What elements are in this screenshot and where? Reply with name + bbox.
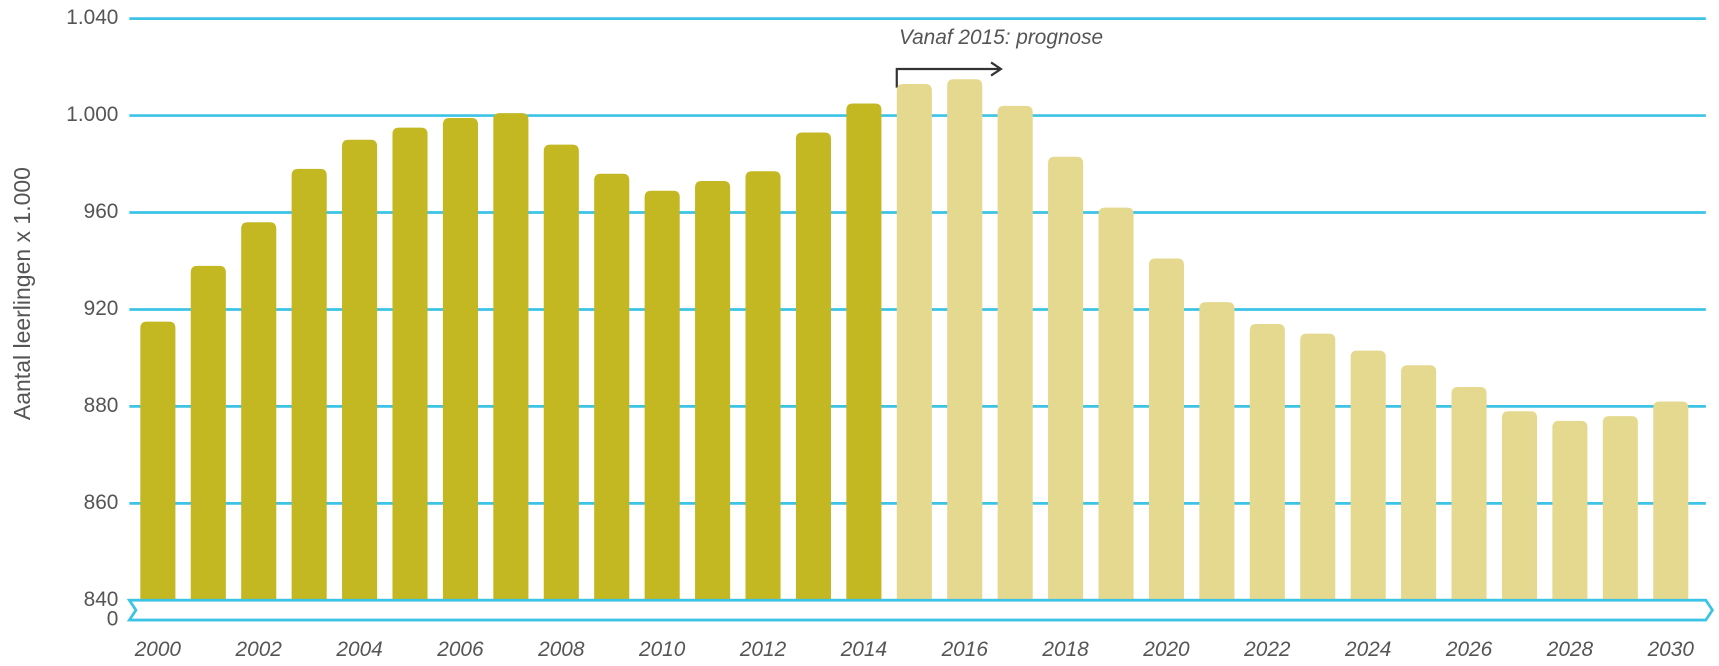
bar [1048,156,1084,620]
x-tick-label: 2000 [134,638,182,661]
y-tick-label: 920 [84,297,119,320]
x-tick-label: 2018 [1041,638,1089,661]
y-tick-label: 960 [84,200,119,223]
x-tick-label: 2014 [840,638,887,661]
x-tick-label: 2026 [1445,638,1493,661]
y-tick-label: 880 [84,394,119,417]
bars [140,79,1689,620]
bar [1199,302,1235,620]
bar [1401,365,1437,620]
x-tick-label: 2004 [335,638,382,661]
y-tick-label: 1.040 [66,6,118,29]
annotation-arrow [895,61,1003,88]
bar [1300,333,1336,620]
bar [846,103,882,620]
bar [190,265,226,620]
x-tick-label: 2012 [739,638,787,661]
bar [1602,416,1638,620]
bar [896,84,932,620]
y-tick-label: 0 [107,607,119,630]
bar [342,139,378,620]
bar [291,168,327,620]
axis-break [126,598,1715,622]
bar [1148,258,1185,620]
x-tick-label: 2006 [436,638,484,661]
bar [695,181,731,620]
bar [543,144,579,620]
bar [594,173,630,620]
bar [997,105,1033,620]
bar [745,171,781,620]
x-tick-label: 2022 [1243,638,1291,661]
x-tick-label: 2020 [1142,638,1190,661]
y-tick-label: 1.000 [66,103,118,126]
annotation: Vanaf 2015: prognose [899,26,1103,49]
bar [140,321,176,620]
bar [1451,387,1487,620]
x-tick-label: 2002 [235,638,283,661]
x-tick-label: 2016 [941,638,989,661]
bar [1098,207,1134,620]
x-tick-label: 2010 [638,638,686,661]
bar [1350,350,1386,620]
x-tick-label: 2028 [1546,638,1594,661]
bar [392,127,428,620]
x-tick-label: 2024 [1344,638,1391,661]
bar [1653,401,1689,620]
y-tick-label: 860 [84,491,119,514]
bar [644,190,680,620]
y-axis-label: Aantal leerlingen x 1.000 [9,167,35,420]
bar [947,79,983,620]
bar [241,222,277,620]
x-tick-label: 2030 [1647,638,1695,661]
bar [795,132,831,620]
bar [1552,420,1588,620]
bar [493,113,529,620]
y-tick-label: 840 [84,588,119,611]
bar [1249,323,1285,620]
x-tick-label: 2008 [537,638,585,661]
bar [442,117,478,620]
bar [1501,411,1538,620]
